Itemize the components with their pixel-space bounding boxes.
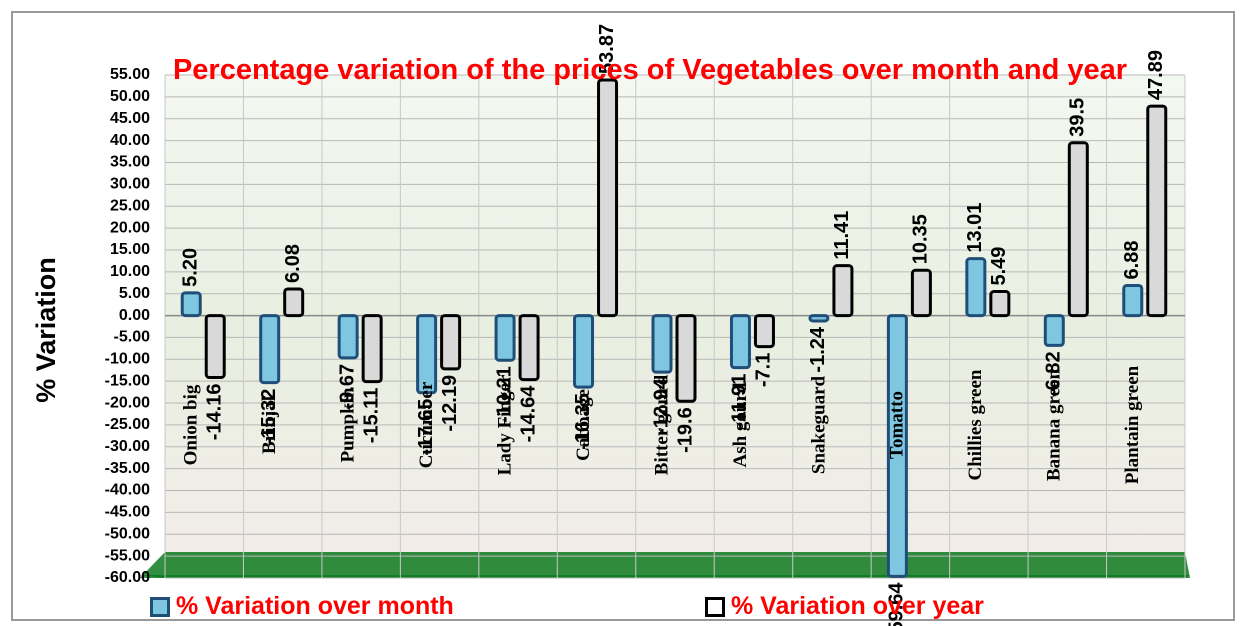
y-tick-label: -45.00 <box>105 504 150 521</box>
y-tick-label: 40.00 <box>110 132 150 149</box>
x-tick-label: Pumpkin <box>338 387 359 462</box>
legend-item: % Variation over month <box>150 592 454 621</box>
bar <box>1124 285 1142 315</box>
bar <box>442 316 460 369</box>
y-tick-label: -15.00 <box>105 372 150 389</box>
y-tick-label: 20.00 <box>110 219 150 236</box>
x-tick-label: Cucumber <box>416 381 437 468</box>
data-label: -19.6 <box>674 407 696 453</box>
data-label: 13.01 <box>964 203 986 253</box>
data-label: 5.49 <box>988 247 1010 286</box>
bar <box>755 316 773 347</box>
bar <box>599 80 617 316</box>
bar <box>967 259 985 316</box>
y-tick-label: -60.00 <box>105 569 150 586</box>
bar <box>418 316 436 393</box>
x-tick-label: Plantain green <box>1122 365 1143 484</box>
bar <box>520 316 538 380</box>
legend-label: % Variation over month <box>176 592 454 621</box>
y-tick-label: -40.00 <box>105 482 150 499</box>
x-tick-label: Cabbage <box>573 389 594 461</box>
bar <box>912 270 930 315</box>
data-label: -14.64 <box>517 385 539 443</box>
x-tick-label: Ash gourd <box>730 382 751 467</box>
y-tick-label: -10.00 <box>105 351 150 368</box>
bar <box>182 293 200 316</box>
y-tick-label: 55.00 <box>110 66 150 83</box>
bar <box>991 292 1009 316</box>
data-label: 5.20 <box>180 248 202 287</box>
y-tick-label: 15.00 <box>110 241 150 258</box>
data-label: 11.41 <box>831 211 853 260</box>
bar <box>206 316 224 378</box>
bar <box>496 316 514 361</box>
x-tick-label: Bitter gourd <box>651 374 672 475</box>
bar <box>1069 143 1087 316</box>
x-tick-label: Lady Finger <box>494 374 515 475</box>
legend-label: % Variation over year <box>731 592 984 621</box>
y-tick-label: -30.00 <box>105 438 150 455</box>
data-label: 39.5 <box>1067 98 1089 137</box>
y-tick-label: 25.00 <box>110 197 150 214</box>
data-label: -7.1 <box>753 353 775 387</box>
y-tick-label: -35.00 <box>105 460 150 477</box>
y-tick-label: 45.00 <box>110 110 150 127</box>
y-tick-label: 10.00 <box>110 263 150 280</box>
chart-title: Percentage variation of the prices of Ve… <box>150 50 1150 90</box>
bar <box>363 316 381 382</box>
data-label: -14.16 <box>204 383 226 440</box>
bar <box>1045 316 1063 346</box>
y-tick-label: -25.00 <box>105 416 150 433</box>
y-tick-label: 35.00 <box>110 154 150 171</box>
y-tick-label: 5.00 <box>119 285 150 302</box>
bar <box>575 316 593 388</box>
chart-svg: % Variation -60.00 -55.00 -50.00 -45.00 -40.… <box>0 0 1241 626</box>
data-label: -1.24 <box>807 326 829 372</box>
bar <box>285 289 303 316</box>
y-tick-label: -50.00 <box>105 525 150 542</box>
x-tick-label: Snakeguard <box>808 375 829 474</box>
x-tick-label: Brinjal <box>259 396 280 454</box>
data-label: -15.11 <box>360 388 382 444</box>
data-label: 10.35 <box>910 214 932 264</box>
bar <box>261 316 279 383</box>
x-tick-label: Banana green <box>1044 369 1065 482</box>
bar <box>339 316 357 358</box>
bar <box>1148 106 1166 315</box>
chart: % Variation -60.00 -55.00 -50.00 -45.00 -40.… <box>0 0 1241 626</box>
x-tick-label: Onion big <box>181 384 202 465</box>
bar <box>731 316 749 368</box>
y-tick-label: 30.00 <box>110 176 150 193</box>
bar <box>653 316 671 373</box>
plot-bg <box>165 75 1185 578</box>
x-tick-label: Chillies green <box>965 369 986 480</box>
y-axis-label: % Variation <box>31 257 61 403</box>
y-tick-label: 50.00 <box>110 88 150 105</box>
legend-swatch <box>705 597 725 617</box>
y-tick-label: 0.00 <box>119 307 150 324</box>
y-tick-label: -5.00 <box>114 329 151 346</box>
bar <box>810 316 828 321</box>
y-tick-label: -55.00 <box>105 547 150 564</box>
data-label: 6.88 <box>1121 241 1143 280</box>
y-tick-label: -20.00 <box>105 394 150 411</box>
data-label: -12.19 <box>439 375 461 432</box>
bar <box>834 266 852 316</box>
data-label: 6.08 <box>282 244 304 283</box>
bar <box>677 316 695 402</box>
legend-item: % Variation over year <box>705 592 984 621</box>
x-tick-label: Tomatto <box>887 391 908 459</box>
legend-swatch <box>150 597 170 617</box>
